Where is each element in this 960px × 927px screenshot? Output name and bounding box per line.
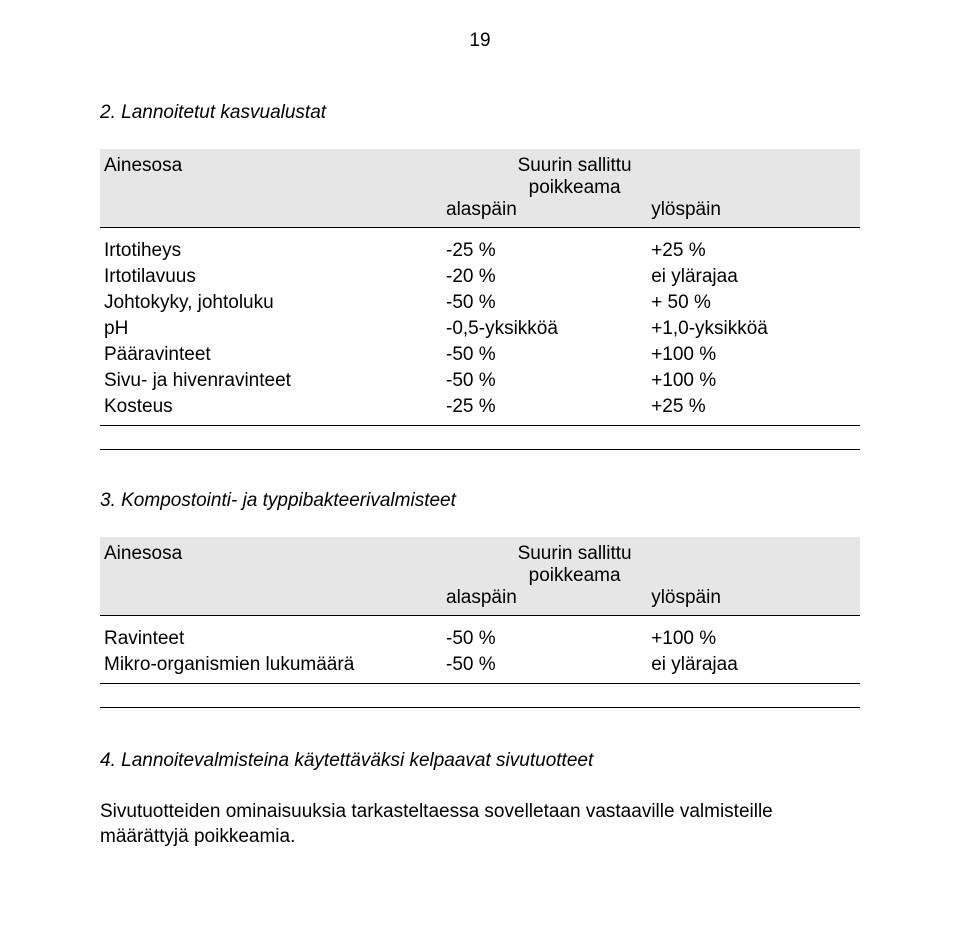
- table-1: Ainesosa Suurin sallittu poikkeama alasp…: [100, 149, 860, 450]
- row-right: ei ylärajaa: [647, 652, 860, 678]
- row-label: Irtotiheys: [100, 238, 442, 264]
- table-row: Pääravinteet -50 % +100 %: [100, 342, 860, 368]
- row-right: +100 %: [647, 368, 860, 394]
- header-top-span: Suurin sallittu poikkeama: [446, 543, 643, 587]
- row-left: -20 %: [442, 264, 647, 290]
- table-row: pH -0,5-yksikköä +1,0-yksikköä: [100, 316, 860, 342]
- table-row: Johtokyky, johtoluku -50 % + 50 %: [100, 290, 860, 316]
- row-right: +100 %: [647, 342, 860, 368]
- row-label: Johtokyky, johtoluku: [100, 290, 442, 316]
- header-top-span: Suurin sallittu poikkeama: [446, 155, 643, 199]
- page-number: 19: [100, 30, 860, 52]
- header-sub-left: Suurin sallittu poikkeama alaspäin: [442, 537, 647, 616]
- row-label: Kosteus: [100, 394, 442, 420]
- header-sub-left-text: alaspäin: [446, 587, 643, 609]
- row-label: pH: [100, 316, 442, 342]
- table-row: Mikro-organismien lukumäärä -50 % ei ylä…: [100, 652, 860, 678]
- table-row: Kosteus -25 % +25 %: [100, 394, 860, 420]
- row-label: Pääravinteet: [100, 342, 442, 368]
- footer-paragraph: Sivutuotteiden ominaisuuksia tarkastelta…: [100, 799, 860, 850]
- table-row: Irtotilavuus -20 % ei ylärajaa: [100, 264, 860, 290]
- row-right: +25 %: [647, 238, 860, 264]
- row-right: + 50 %: [647, 290, 860, 316]
- row-left: -50 %: [442, 652, 647, 678]
- header-sub-right: ylöspäin: [647, 149, 860, 228]
- row-right: +25 %: [647, 394, 860, 420]
- row-left: -50 %: [442, 342, 647, 368]
- table-header-row: Ainesosa Suurin sallittu poikkeama alasp…: [100, 537, 860, 616]
- header-sub-left-text: alaspäin: [446, 199, 643, 221]
- row-left: -50 %: [442, 290, 647, 316]
- section-title-1: 2. Lannoitetut kasvualustat: [100, 102, 860, 124]
- table-2: Ainesosa Suurin sallittu poikkeama alasp…: [100, 537, 860, 708]
- row-right: +1,0-yksikköä: [647, 316, 860, 342]
- row-label: Irtotilavuus: [100, 264, 442, 290]
- header-sub-right-text: ylöspäin: [651, 199, 856, 221]
- header-sub-right: ylöspäin: [647, 537, 860, 616]
- row-right: +100 %: [647, 626, 860, 652]
- row-left: -0,5-yksikköä: [442, 316, 647, 342]
- table-row: Ravinteet -50 % +100 %: [100, 626, 860, 652]
- row-label: Mikro-organismien lukumäärä: [100, 652, 442, 678]
- section-title-3: 4. Lannoitevalmisteina käytettäväksi kel…: [100, 748, 860, 774]
- header-col1: Ainesosa: [100, 537, 442, 616]
- row-left: -25 %: [442, 238, 647, 264]
- header-col1: Ainesosa: [100, 149, 442, 228]
- table-row: Irtotiheys -25 % +25 %: [100, 238, 860, 264]
- table-header-row: Ainesosa Suurin sallittu poikkeama alasp…: [100, 149, 860, 228]
- row-label: Ravinteet: [100, 626, 442, 652]
- row-left: -50 %: [442, 626, 647, 652]
- row-label: Sivu- ja hivenravinteet: [100, 368, 442, 394]
- row-left: -50 %: [442, 368, 647, 394]
- row-right: ei ylärajaa: [647, 264, 860, 290]
- table-row: Sivu- ja hivenravinteet -50 % +100 %: [100, 368, 860, 394]
- header-sub-right-text: ylöspäin: [651, 587, 856, 609]
- section-title-2: 3. Kompostointi- ja typpibakteerivalmist…: [100, 490, 860, 512]
- header-sub-left: Suurin sallittu poikkeama alaspäin: [442, 149, 647, 228]
- row-left: -25 %: [442, 394, 647, 420]
